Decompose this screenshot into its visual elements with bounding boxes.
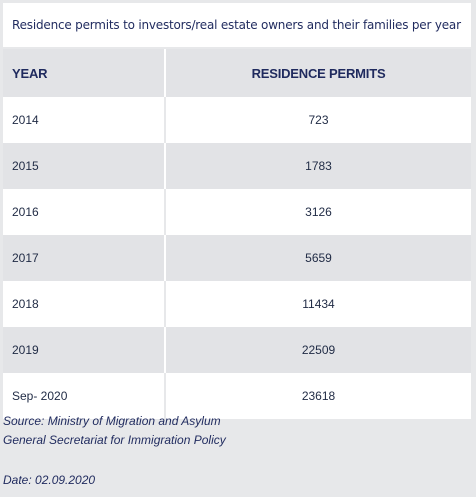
source-line: Source: Ministry of Migration and Asylum [3, 414, 221, 428]
table-row: 2018 11434 [3, 281, 471, 327]
table-caption: Residence permits to investors/real esta… [3, 3, 471, 49]
table-header-row: YEAR RESIDENCE PERMITS [3, 49, 471, 97]
permits-table: YEAR RESIDENCE PERMITS 2014 723 2015 178… [3, 49, 471, 419]
column-header-year: YEAR [3, 49, 166, 97]
cell-permits: 5659 [165, 235, 471, 281]
permits-table-card: Residence permits to investors/real esta… [3, 3, 471, 419]
cell-year: Sep- 2020 [3, 373, 166, 419]
cell-permits: 23618 [165, 373, 471, 419]
cell-year: 2014 [3, 97, 166, 143]
cell-year: 2017 [3, 235, 166, 281]
cell-permits: 723 [165, 97, 471, 143]
cell-year: 2015 [3, 143, 166, 189]
cell-permits: 11434 [165, 281, 471, 327]
cell-permits: 22509 [165, 327, 471, 373]
table-row: 2017 5659 [3, 235, 471, 281]
source-line: General Secretariat for Immigration Poli… [3, 433, 226, 447]
cell-year: 2018 [3, 281, 166, 327]
column-header-permits: RESIDENCE PERMITS [165, 49, 471, 97]
cell-permits: 1783 [165, 143, 471, 189]
cell-year: 2016 [3, 189, 166, 235]
table-footer: Source: Ministry of Migration and Asylum… [3, 412, 226, 490]
table-row: 2019 22509 [3, 327, 471, 373]
table-row: 2015 1783 [3, 143, 471, 189]
footer-spacer [3, 450, 226, 471]
table-row: 2014 723 [3, 97, 471, 143]
cell-year: 2019 [3, 327, 166, 373]
table-row: Sep- 2020 23618 [3, 373, 471, 419]
table-row: 2016 3126 [3, 189, 471, 235]
date-line: Date: 02.09.2020 [3, 473, 96, 487]
cell-permits: 3126 [165, 189, 471, 235]
